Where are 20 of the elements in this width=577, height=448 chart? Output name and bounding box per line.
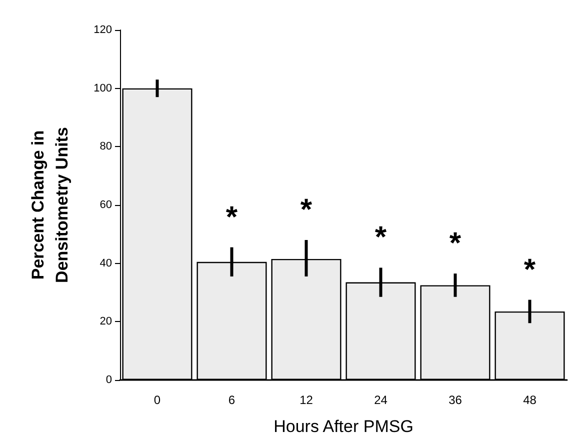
y-tick-label: 100 — [94, 82, 112, 94]
annotation: * — [449, 227, 462, 260]
y-axis-title: Percent Change in Densitometry Units — [28, 127, 72, 283]
x-tick-label: 0 — [154, 393, 161, 407]
x-axis-title: Hours After PMSG — [274, 417, 414, 436]
x-tick-label: 6 — [228, 393, 236, 407]
x-tick-label: 12 — [300, 393, 314, 407]
y-tick-label: 20 — [100, 316, 112, 328]
annotation: * — [226, 200, 238, 234]
x-tick-label: 36 — [448, 393, 462, 407]
annotation: * — [374, 221, 387, 254]
y-tick-label: 0 — [106, 374, 112, 386]
y-tick-label: 40 — [100, 257, 112, 270]
x-tick-label: 48 — [523, 393, 537, 407]
annotation: * — [524, 253, 536, 286]
y-tick-label: 60 — [100, 199, 112, 211]
x-tick-label: 24 — [374, 393, 388, 407]
annotation: * — [300, 194, 312, 226]
y-tick-label: 120 — [94, 24, 112, 36]
y-tick-label: 80 — [100, 140, 112, 153]
